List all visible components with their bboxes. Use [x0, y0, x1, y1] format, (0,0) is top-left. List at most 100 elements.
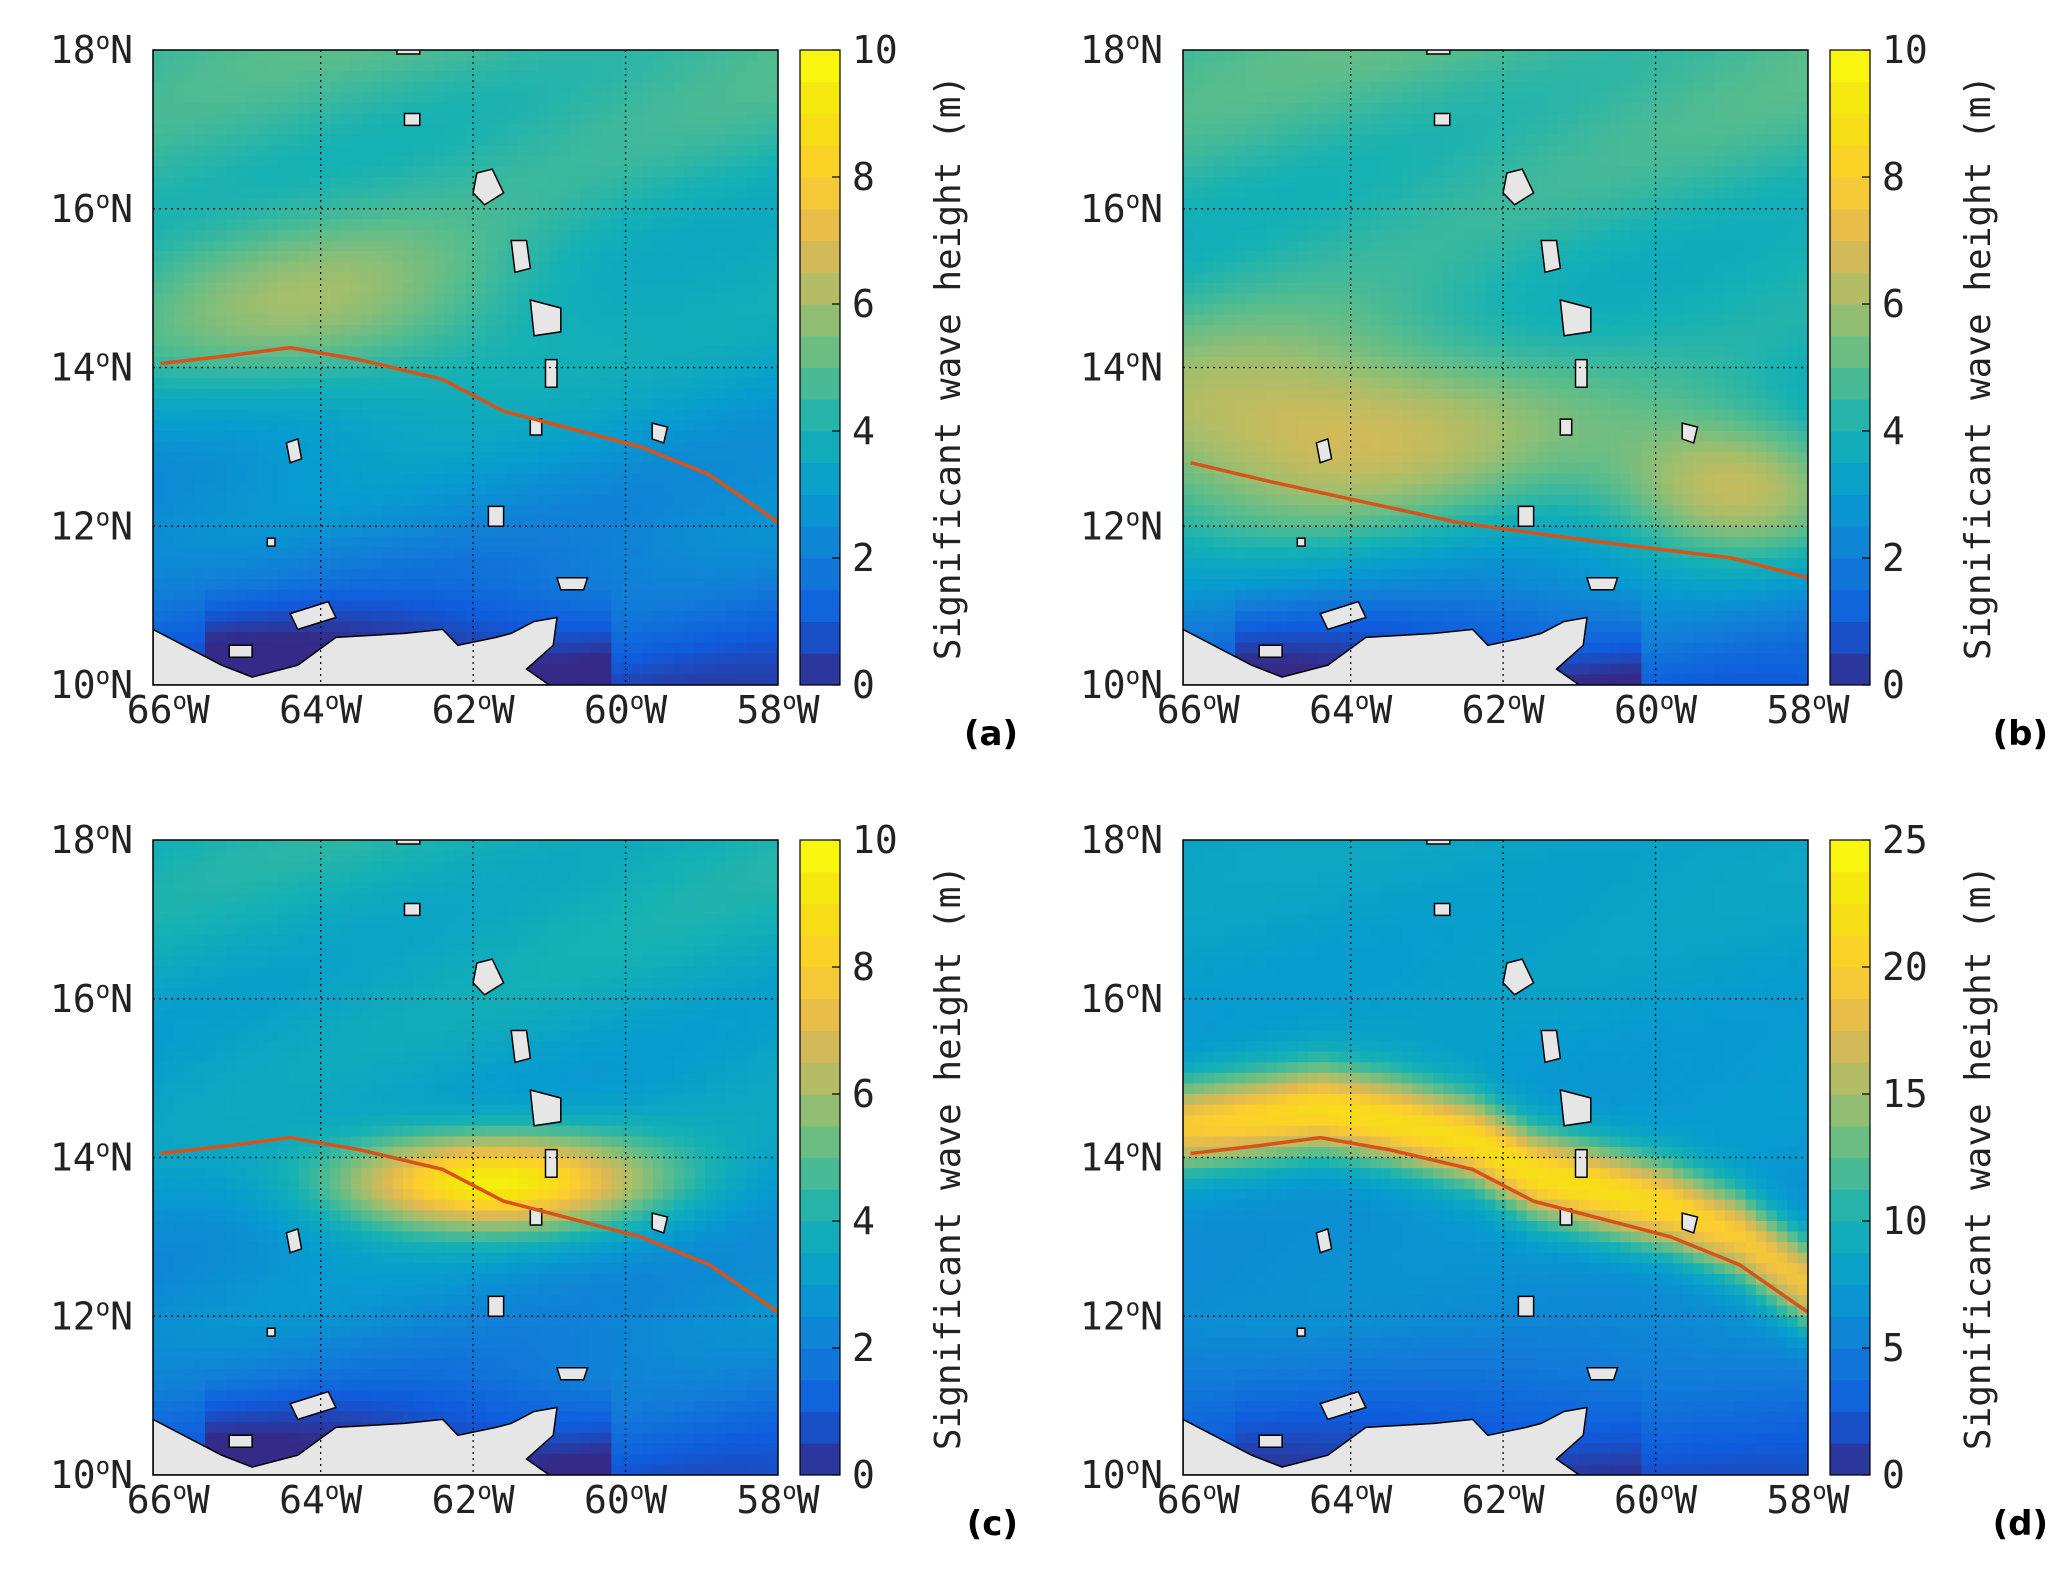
- island-land: [1319, 600, 1367, 631]
- island-land: [529, 298, 562, 337]
- colorbar-title: Significant wave height (m): [928, 865, 969, 1450]
- lon-tick-label: 60oW: [584, 1477, 667, 1522]
- lon-tick-label: 62oW: [432, 1477, 515, 1522]
- colorbar-tick-label: 4: [1882, 409, 1905, 453]
- island-land: [1258, 1434, 1283, 1448]
- colorbar-a: 0 2 4 6 8 10 Significant wave height (m): [799, 28, 969, 707]
- map-svg-a: 66oW 64oW 62oW 60oW 58oW 10oN 12oN 14oN 16oN 18oN…: [50, 27, 1018, 754]
- colorbar-tick-label: 10: [1882, 1199, 1928, 1243]
- lat-tick-label: 14oN: [1080, 345, 1163, 390]
- island-land: [529, 1088, 562, 1127]
- lon-tick-label: 64oW: [279, 1477, 362, 1522]
- map-svg-d: 66oW 64oW 62oW 60oW 58oW 10oN 12oN 14oN 16oN 18oN…: [1080, 817, 2048, 1544]
- island-land: [1315, 1227, 1333, 1254]
- map-svg-c: 66oW 64oW 62oW 60oW 58oW 10oN 12oN 14oN 16oN 18oN…: [50, 817, 1018, 1544]
- lat-tick-label: 10oN: [1080, 662, 1163, 707]
- lat-tick-label: 18oN: [1080, 27, 1163, 72]
- lon-tick-label: 60oW: [584, 687, 667, 732]
- lat-tick-label: 10oN: [50, 1452, 133, 1497]
- lat-tick-label: 14oN: [50, 345, 133, 390]
- lat-tick-label: 14oN: [1080, 1135, 1163, 1180]
- island-land: [289, 600, 337, 631]
- island-land: [1681, 1212, 1699, 1234]
- lon-tick-label: 58oW: [1766, 1477, 1849, 1522]
- island-land: [1319, 1390, 1367, 1421]
- colorbar-tick-label: 10: [852, 818, 898, 862]
- mainland-land: [1183, 1406, 1588, 1475]
- lat-tick-label: 12oN: [50, 503, 133, 548]
- colorbar-tick-label: 8: [852, 945, 875, 989]
- island-land: [487, 1295, 505, 1318]
- colorbar-title: Significant wave height (m): [928, 75, 969, 660]
- colorbar-tick-label: 4: [852, 409, 875, 453]
- lat-tick-label: 12oN: [50, 1293, 133, 1338]
- island-land: [1559, 298, 1592, 337]
- island-land: [1540, 239, 1562, 274]
- colorbar-b: 0 2 4 6 8 10 Significant wave height (m): [1829, 28, 1999, 707]
- lat-tick-label: 10oN: [50, 662, 133, 707]
- storm-track-line: [160, 1135, 778, 1314]
- island-land: [289, 1390, 337, 1421]
- island-land: [1258, 644, 1283, 658]
- colorbar-tick-label: 0: [852, 1453, 875, 1497]
- island-land: [1681, 422, 1699, 444]
- island-land: [285, 437, 303, 464]
- island-land: [396, 840, 421, 845]
- lon-tick-label: 62oW: [432, 687, 515, 732]
- lon-tick-label: 66oW: [127, 1477, 210, 1522]
- wave-field-d: [1183, 840, 1808, 1475]
- colorbar-title: Significant wave height (m): [1958, 75, 1999, 660]
- colorbar-tick-label: 25: [1882, 818, 1928, 862]
- island-land: [1296, 537, 1306, 547]
- colorbar-tick-label: 20: [1882, 945, 1928, 989]
- island-land: [285, 1227, 303, 1254]
- island-land: [1585, 577, 1619, 591]
- lon-tick-label: 58oW: [1766, 687, 1849, 732]
- island-land: [510, 239, 532, 274]
- island-land: [1540, 1029, 1562, 1064]
- colorbar-tick-label: 8: [1882, 155, 1905, 199]
- wave-field-a: [153, 50, 778, 685]
- panel-label: (b): [1993, 714, 2048, 754]
- colorbar-tick-label: 4: [852, 1199, 875, 1243]
- map-svg-b: 66oW 64oW 62oW 60oW 58oW 10oN 12oN 14oN 16oN 18oN…: [1080, 27, 2048, 754]
- lon-tick-label: 64oW: [279, 687, 362, 732]
- island-land: [1502, 958, 1535, 996]
- island-land: [651, 422, 669, 444]
- lon-tick-label: 62oW: [1462, 687, 1545, 732]
- island-land: [1585, 1367, 1619, 1381]
- island-land: [472, 168, 505, 206]
- island-land: [396, 50, 421, 55]
- lat-tick-label: 12oN: [1080, 1293, 1163, 1338]
- colorbar-tick-label: 5: [1882, 1326, 1905, 1370]
- colorbar-tick-label: 6: [852, 282, 875, 326]
- wave-field-c: [153, 840, 778, 1475]
- lon-tick-label: 62oW: [1462, 1477, 1545, 1522]
- colorbar-tick-label: 2: [852, 1326, 875, 1370]
- island-land: [651, 1212, 669, 1234]
- colorbar-tick-label: 6: [852, 1072, 875, 1116]
- island-land: [228, 1434, 253, 1448]
- island-land: [1517, 1295, 1535, 1318]
- colorbar-tick-label: 0: [852, 663, 875, 707]
- island-land: [544, 358, 558, 389]
- island-land: [472, 958, 505, 996]
- lat-tick-label: 14oN: [50, 1135, 133, 1180]
- island-land: [1502, 168, 1535, 206]
- island-land: [1574, 358, 1588, 389]
- colorbar-tick-label: 10: [1882, 28, 1928, 72]
- island-land: [228, 644, 253, 658]
- island-land: [1517, 505, 1535, 528]
- lat-tick-label: 16oN: [50, 186, 133, 231]
- lon-tick-label: 60oW: [1614, 1477, 1697, 1522]
- lat-tick-label: 16oN: [50, 976, 133, 1021]
- panel-label: (a): [964, 714, 1018, 754]
- island-land: [1574, 1148, 1588, 1179]
- island-land: [1315, 437, 1333, 464]
- lon-tick-label: 66oW: [127, 687, 210, 732]
- lon-tick-label: 66oW: [1157, 687, 1240, 732]
- lon-tick-label: 64oW: [1309, 687, 1392, 732]
- colorbar-d: 0 5 10 15 20 25 Significant wave height (m): [1829, 818, 1999, 1497]
- storm-track-line: [1190, 1135, 1808, 1314]
- storm-track-line: [160, 345, 778, 524]
